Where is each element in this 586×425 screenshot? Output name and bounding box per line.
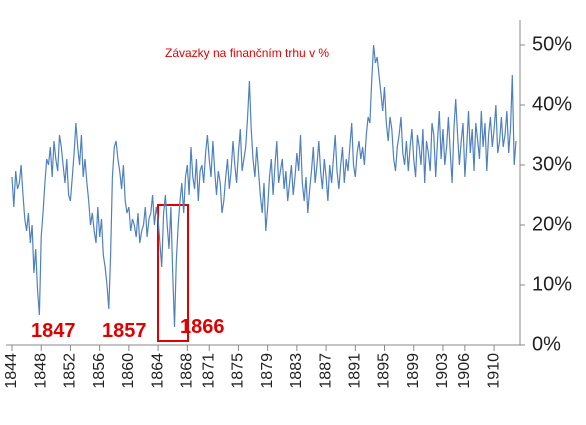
x-tick-label: 1895 (376, 353, 393, 389)
x-tick-label: 1864 (149, 353, 166, 389)
x-tick-label: 1875 (230, 353, 247, 389)
annotation: 1857 (102, 320, 147, 342)
x-tick-label: 1906 (456, 353, 473, 389)
x-tick-label: 1887 (317, 353, 334, 389)
x-tick-label: 1891 (347, 353, 364, 389)
x-tick-label: 1856 (91, 353, 108, 389)
y-tick-label: 10% (532, 273, 572, 295)
x-tick-label: 1844 (3, 353, 20, 389)
x-tick-label: 1879 (259, 353, 276, 389)
y-tick-label: 30% (532, 153, 572, 175)
y-tick-label: 0% (532, 333, 561, 355)
y-tick-label: 50% (532, 33, 572, 55)
x-tick-label: 1871 (200, 353, 217, 389)
x-tick-label: 1860 (120, 353, 137, 389)
x-tick-label: 1899 (405, 353, 422, 389)
x-tick-label: 1848 (32, 353, 49, 389)
chart-title: Závazky na finančním trhu v % (165, 46, 329, 60)
x-tick-label: 1852 (62, 353, 79, 389)
y-tick-label: 40% (532, 93, 572, 115)
x-tick-label: 1883 (288, 353, 305, 389)
x-tick-label: 1868 (179, 353, 196, 389)
annotation: 1847 (31, 320, 76, 342)
y-tick-label: 20% (532, 213, 572, 235)
x-tick-label: 1910 (485, 353, 502, 389)
annotation: 1866 (180, 316, 225, 338)
x-tick-label: 1903 (434, 353, 451, 389)
data-line (11, 44, 517, 328)
highlight-box (157, 204, 189, 342)
